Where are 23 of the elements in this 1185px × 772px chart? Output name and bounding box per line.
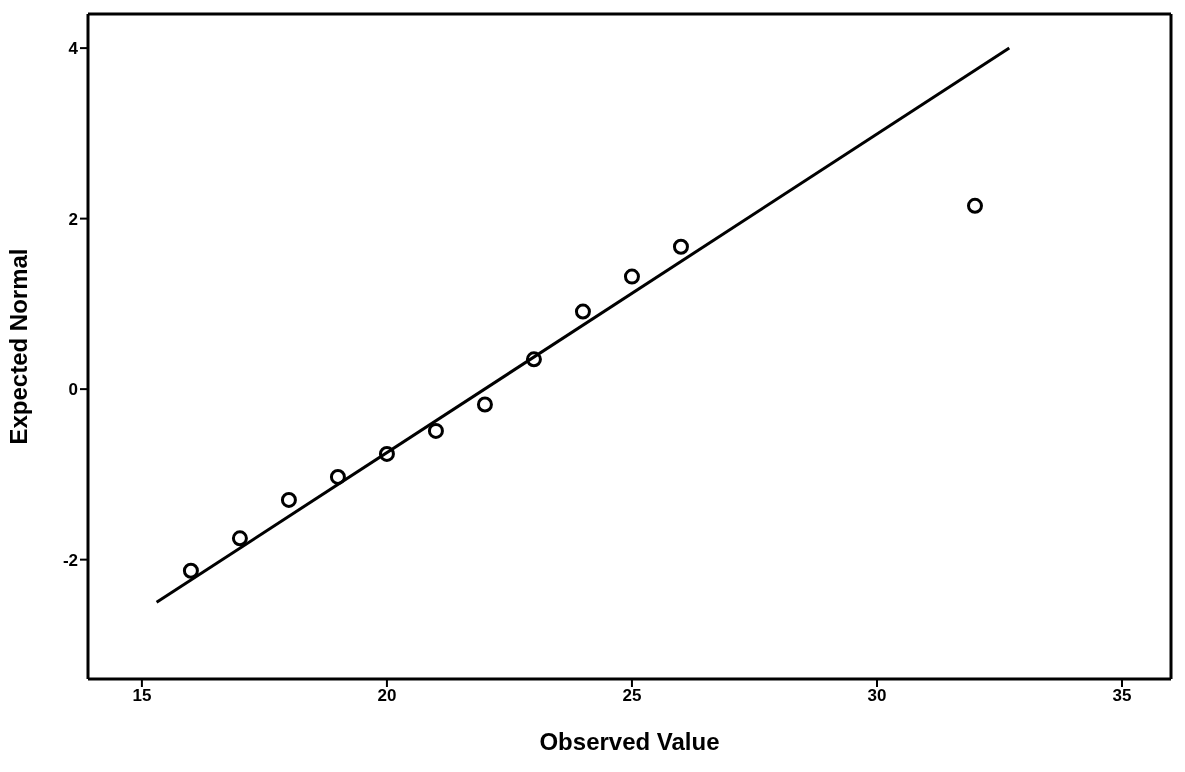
point xyxy=(329,468,346,485)
x-tick-label: 25 xyxy=(622,686,642,706)
x-tick-label: 35 xyxy=(1112,686,1132,706)
y-tick-label: 0 xyxy=(68,380,78,400)
point xyxy=(672,238,689,255)
point xyxy=(525,351,542,368)
x-tick-label: 15 xyxy=(132,686,152,706)
y-tick-label: -2 xyxy=(62,550,78,570)
point xyxy=(378,445,395,462)
x-tick-label: 30 xyxy=(867,686,887,706)
x-tick-label: 20 xyxy=(377,686,397,706)
point xyxy=(231,530,248,547)
point xyxy=(280,491,297,508)
x-axis-title: Observed Value xyxy=(539,728,720,755)
point xyxy=(427,422,444,439)
point xyxy=(966,197,983,214)
point xyxy=(476,396,493,413)
point xyxy=(623,268,640,285)
point xyxy=(574,303,591,320)
y-tick-label: 4 xyxy=(68,39,79,59)
y-axis-title: Expected Normal xyxy=(4,248,32,445)
y-tick-label: 2 xyxy=(68,209,78,229)
point xyxy=(182,562,199,579)
